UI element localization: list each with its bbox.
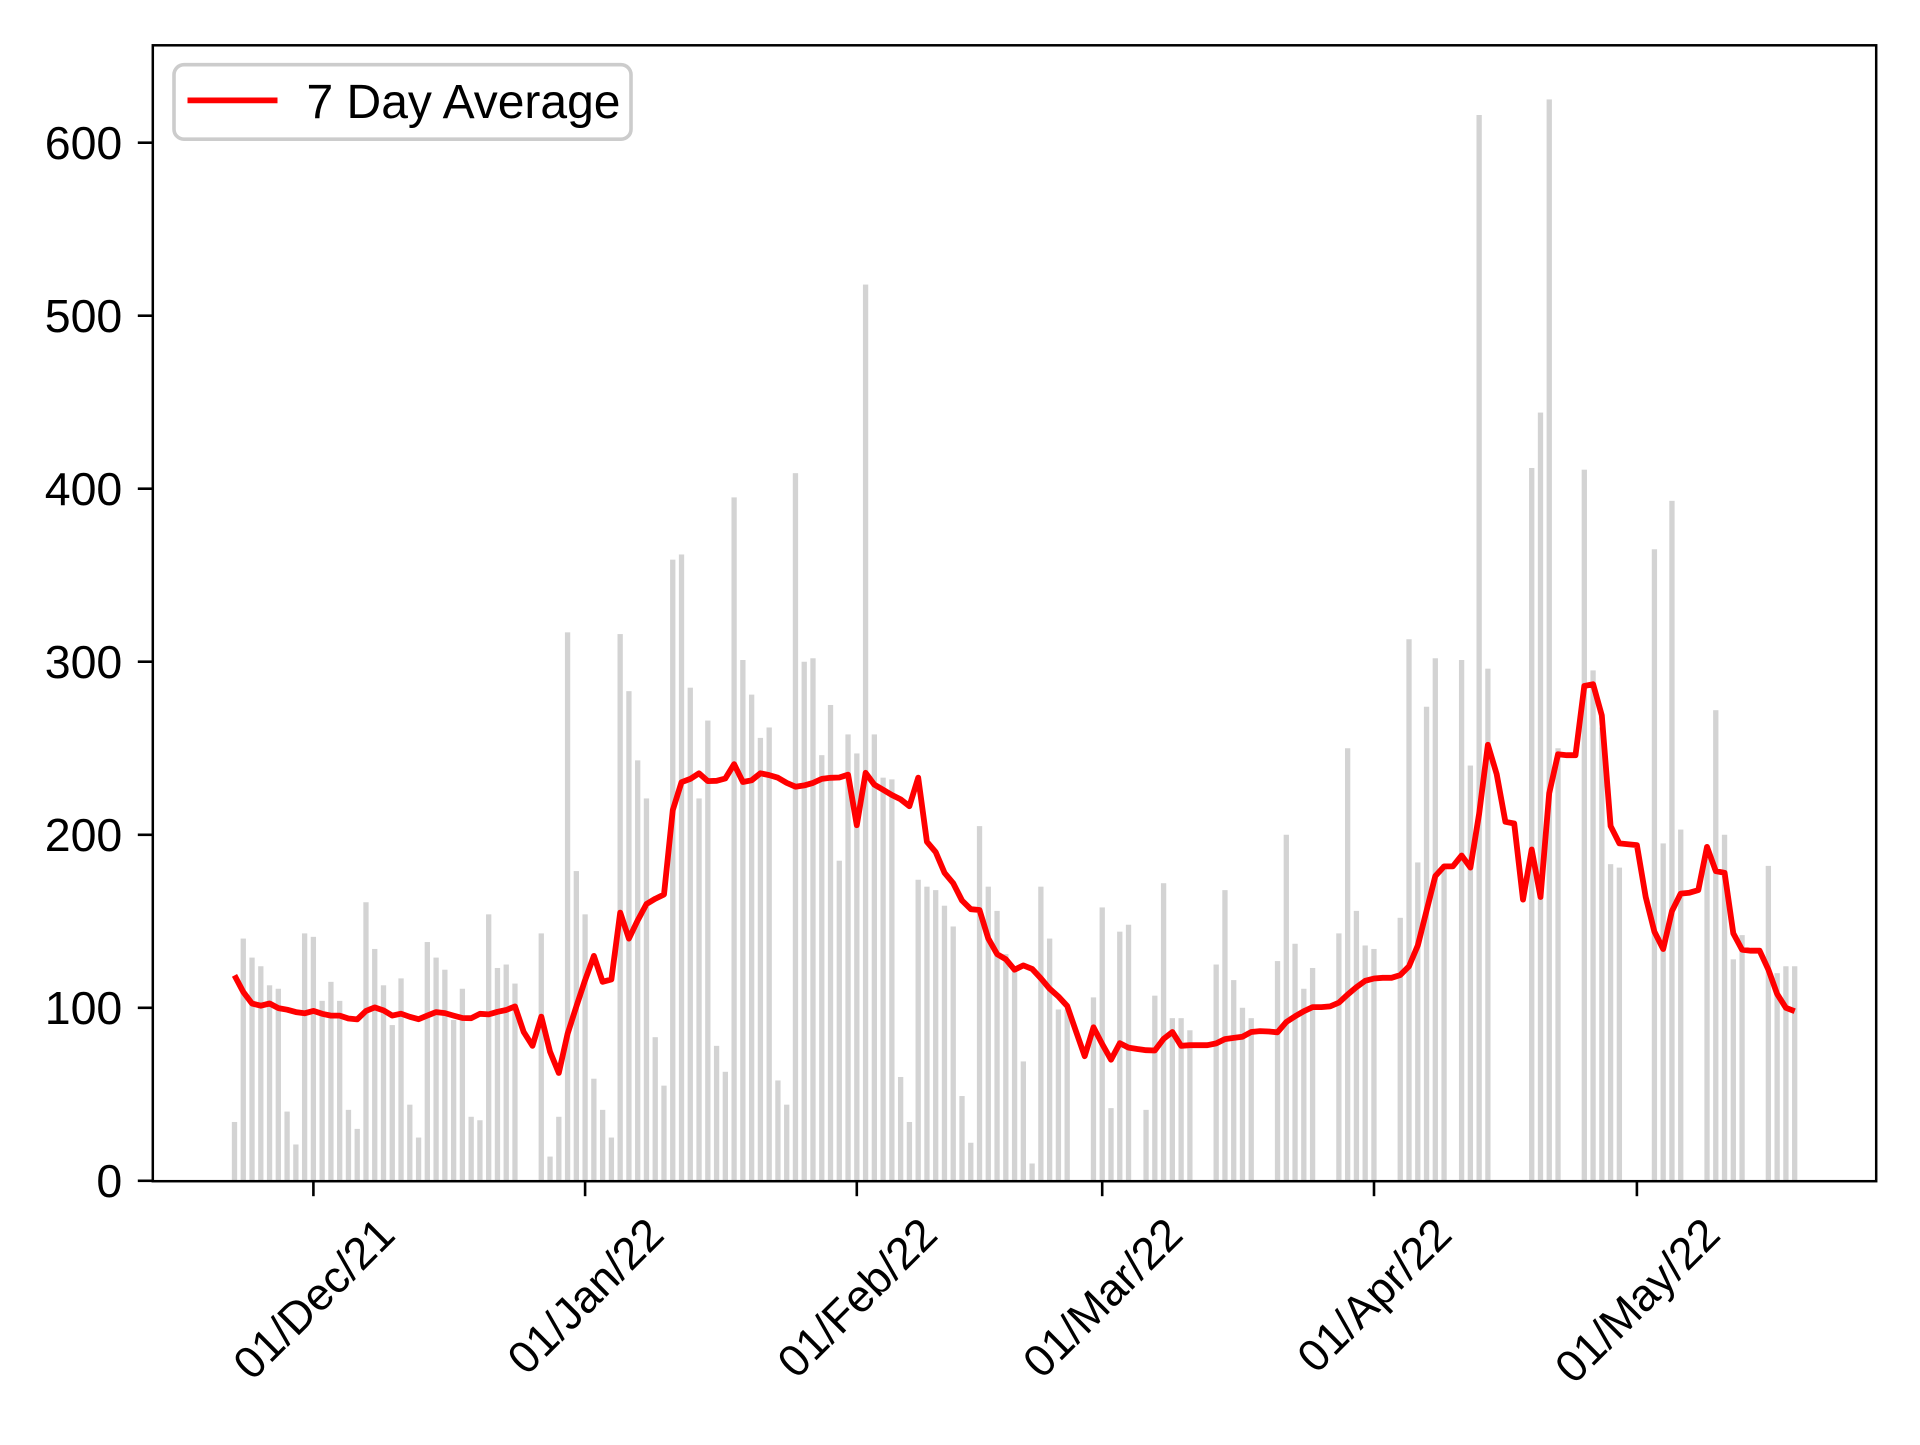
svg-text:7 Day Average: 7 Day Average xyxy=(307,76,621,129)
svg-text:0: 0 xyxy=(96,1155,122,1207)
svg-text:600: 600 xyxy=(45,117,123,169)
svg-text:300: 300 xyxy=(45,636,123,688)
svg-text:200: 200 xyxy=(45,809,123,861)
svg-text:400: 400 xyxy=(45,463,123,515)
svg-text:100: 100 xyxy=(45,982,123,1034)
svg-text:500: 500 xyxy=(45,290,123,342)
